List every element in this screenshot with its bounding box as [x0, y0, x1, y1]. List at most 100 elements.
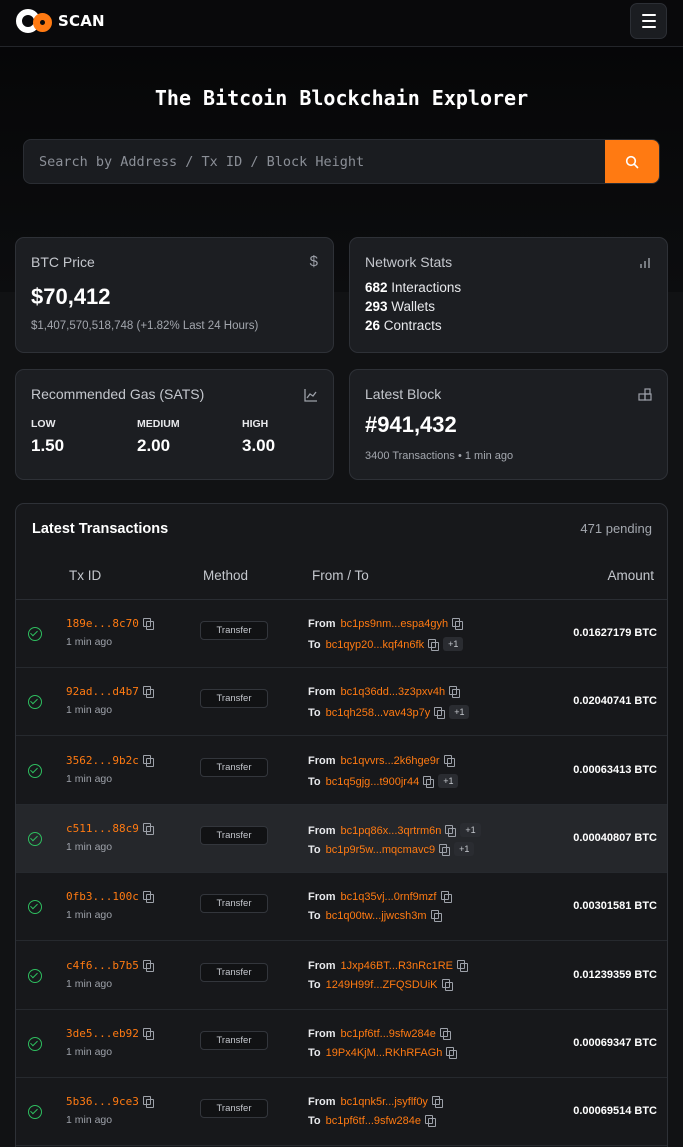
to-address[interactable]: 1249H99f...ZFQSDUiK [325, 978, 438, 991]
copy-icon[interactable] [142, 754, 154, 767]
latest-block-height[interactable]: #941,432 [365, 412, 457, 437]
tx-id-text[interactable]: 3562...9b2c [66, 753, 139, 767]
logo[interactable]: SCAN [16, 8, 105, 34]
extra-outputs-badge[interactable]: +1 [449, 705, 470, 720]
from-address[interactable]: bc1pf6tf...9sfw284e [340, 1027, 436, 1040]
to-line: To bc1p9r5w...mqcmavc9 +1 [308, 841, 475, 856]
to-address[interactable]: 19Px4KjM...RKhRFAGh [325, 1046, 443, 1059]
latest-transactions-panel: Latest Transactions 471 pending Tx ID Me… [15, 503, 668, 1147]
to-address[interactable]: bc1p9r5w...mqcmavc9 [325, 843, 436, 856]
search-input[interactable] [24, 140, 606, 183]
tx-id[interactable]: c511...88c9 [66, 821, 154, 835]
copy-icon[interactable] [434, 707, 446, 720]
tx-id-text[interactable]: c4f6...b7b5 [66, 958, 139, 972]
col-txid: Tx ID [69, 568, 102, 583]
extra-outputs-badge[interactable]: +1 [454, 841, 475, 856]
from-address[interactable]: bc1qnk5r...jsyflf0y [340, 1096, 428, 1109]
from-address[interactable]: bc1q35vj...0rnf9mzf [340, 891, 437, 904]
table-row[interactable]: c4f6...b7b5 1 min ago Transfer From 1Jxp46BT… [16, 942, 667, 1010]
to-address[interactable]: bc1q00tw...jjwcsh3m [325, 910, 427, 923]
method-badge: Transfer [200, 894, 268, 914]
tx-time: 1 min ago [66, 1045, 113, 1058]
from-address[interactable]: 1Jxp46BT...R3nRc1RE [340, 959, 454, 972]
success-check-icon [28, 968, 42, 983]
to-label: To [308, 1046, 321, 1059]
success-check-icon [28, 627, 42, 641]
copy-icon[interactable] [142, 618, 154, 630]
table-row[interactable]: 0fb3...100c 1 min ago Transfer From bc1q35vj… [16, 873, 667, 942]
copy-icon[interactable] [428, 639, 440, 651]
copy-icon[interactable] [439, 1027, 451, 1040]
tx-id[interactable]: 3562...9b2c [66, 753, 154, 767]
copy-icon[interactable] [425, 1115, 437, 1128]
table-row[interactable]: 5b36...9ce3 1 min ago Transfer From bc1qnk5r… [16, 1078, 667, 1147]
tx-id[interactable]: 5b36...9ce3 [66, 1095, 154, 1109]
to-address[interactable]: bc1pf6tf...9sfw284e [325, 1115, 422, 1128]
table-row[interactable]: 92ad...d4b7 1 min ago Transfer From bc1q36dd… [16, 668, 667, 737]
method-badge: Transfer [200, 962, 268, 982]
from-address[interactable]: bc1pq86x...3qrtrm6n [340, 824, 442, 837]
table-row[interactable]: 189e...8c70 1 min ago Transfer From bc1ps9nm… [16, 600, 667, 668]
from-line: From 1Jxp46BT...R3nRc1RE [308, 959, 468, 972]
tx-id[interactable]: 189e...8c70 [66, 617, 154, 630]
top-header: SCAN [0, 0, 683, 47]
table-row[interactable]: 3de5...eb92 1 min ago Transfer From bc1pf6tf… [16, 1010, 667, 1078]
copy-icon[interactable] [142, 1096, 154, 1109]
tx-id-text[interactable]: 0fb3...100c [66, 890, 139, 904]
copy-icon[interactable] [142, 686, 154, 699]
copy-icon[interactable] [142, 959, 154, 972]
tx-id-text[interactable]: 5b36...9ce3 [66, 1095, 139, 1109]
to-line: To 1249H99f...ZFQSDUiK [308, 978, 453, 991]
extra-inputs-badge[interactable]: +1 [460, 822, 481, 837]
table-row[interactable]: 3562...9b2c 1 min ago Transfer From bc1qvvrs… [16, 737, 667, 805]
to-label: To [308, 639, 321, 651]
table-header: Tx ID Method From / To Amount [16, 560, 667, 600]
copy-icon[interactable] [142, 822, 154, 835]
copy-icon[interactable] [142, 891, 154, 904]
table-row[interactable]: c511...88c9 1 min ago Transfer From bc1pq86x… [16, 804, 667, 873]
to-line: To bc1q5gjg...t900jr44 +1 [308, 773, 459, 788]
latest-block-card[interactable]: Latest Block #941,432 3400 Transactions … [349, 369, 668, 480]
copy-icon[interactable] [440, 891, 452, 904]
tx-id[interactable]: 3de5...eb92 [66, 1026, 154, 1040]
tx-id-text[interactable]: 189e...8c70 [66, 617, 139, 630]
extra-outputs-badge[interactable]: +1 [438, 773, 459, 788]
success-check-icon [28, 763, 42, 778]
search-button[interactable] [605, 140, 659, 183]
copy-icon[interactable] [443, 754, 455, 767]
from-address[interactable]: bc1q36dd...3z3pxv4h [340, 686, 446, 699]
btc-market-cap: $1,407,570,518,748 (+1.82% Last 24 Hours… [31, 320, 259, 332]
copy-icon[interactable] [452, 618, 464, 630]
tx-id-text[interactable]: c511...88c9 [66, 821, 139, 835]
copy-icon[interactable] [423, 775, 435, 788]
tx-time: 1 min ago [66, 636, 113, 648]
from-label: From [308, 618, 336, 630]
copy-icon[interactable] [457, 959, 468, 972]
tx-id[interactable]: c4f6...b7b5 [66, 958, 154, 972]
from-address[interactable]: bc1ps9nm...espa4gyh [340, 618, 449, 630]
menu-button[interactable] [630, 3, 667, 39]
tx-id[interactable]: 0fb3...100c [66, 890, 154, 904]
tx-id[interactable]: 92ad...d4b7 [66, 685, 154, 699]
btc-price-value: $70,412 [31, 284, 111, 309]
to-line: To bc1qyp20...kqf4n6fk +1 [308, 637, 464, 651]
to-address[interactable]: bc1qyp20...kqf4n6fk [325, 639, 425, 651]
to-address[interactable]: bc1q5gjg...t900jr44 [325, 775, 420, 788]
tx-amount: 0.00040807 BTC [573, 831, 657, 844]
tx-id-text[interactable]: 3de5...eb92 [66, 1026, 139, 1040]
copy-icon[interactable] [431, 1096, 443, 1109]
copy-icon[interactable] [441, 978, 453, 991]
tx-id-text[interactable]: 92ad...d4b7 [66, 685, 139, 699]
copy-icon[interactable] [446, 1046, 458, 1059]
tx-amount: 0.00063413 BTC [573, 763, 657, 776]
from-address[interactable]: bc1qvvrs...2k6hge9r [340, 754, 440, 767]
logo-text: SCAN [58, 12, 105, 30]
copy-icon[interactable] [142, 1027, 154, 1040]
latest-block-sub: 3400 Transactions • 1 min ago [365, 450, 514, 462]
to-address[interactable]: bc1qh258...vav43p7y [325, 707, 431, 720]
copy-icon[interactable] [430, 910, 442, 923]
extra-outputs-badge[interactable]: +1 [443, 637, 464, 651]
copy-icon[interactable] [449, 686, 461, 699]
copy-icon[interactable] [439, 843, 451, 856]
copy-icon[interactable] [445, 824, 457, 837]
